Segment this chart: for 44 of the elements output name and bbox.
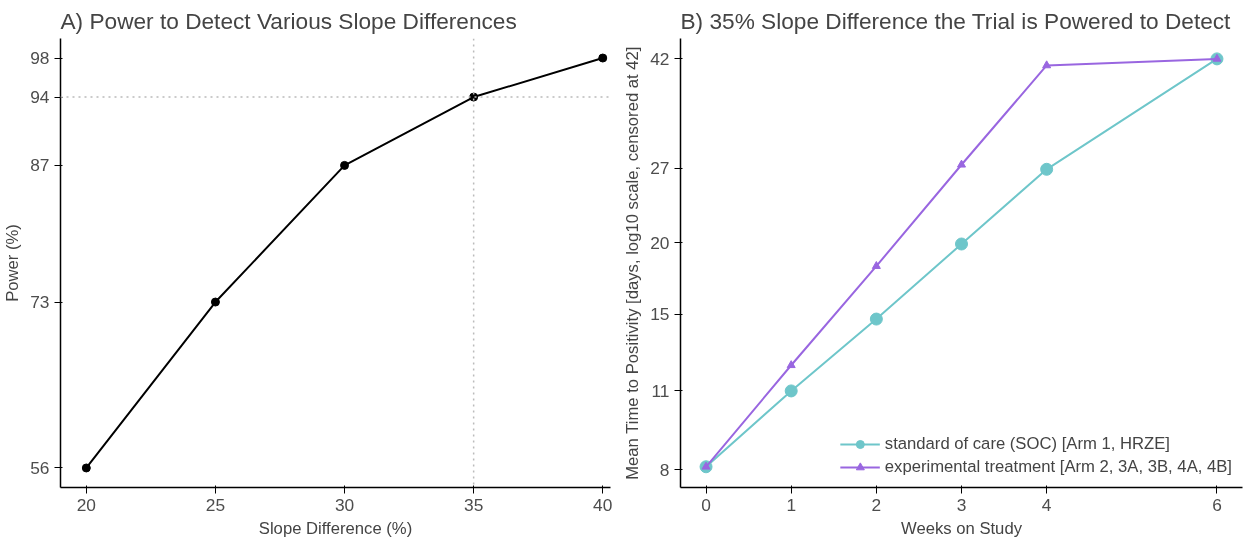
y-axis-title: Mean Time to Positivity [days, log10 scale, censored at 42]	[623, 46, 643, 480]
chart-title: B) 35% Slope Difference the Trial is Powered to Detect	[680, 7, 1232, 34]
point	[869, 312, 883, 326]
y-tick-label: 8	[659, 459, 670, 480]
legend-label: experimental treatment [Arm 2, 3A, 3B, 4A, 4B]	[884, 457, 1232, 477]
legend-label: standard of care (SOC) [Arm 1, HRZE]	[884, 434, 1170, 454]
y-axis-title: Power (%)	[3, 224, 23, 302]
y-tick-label: 20	[650, 232, 670, 253]
x-tick-label: 40	[593, 494, 613, 515]
point	[786, 360, 796, 369]
y-tick-label: 87	[30, 155, 50, 176]
x-tick-label: 35	[464, 494, 484, 515]
x-tick-label: 4	[1041, 494, 1052, 515]
x-tick-label: 1	[786, 494, 797, 515]
x-tick-label: 30	[334, 494, 355, 515]
x-tick-label: 3	[956, 494, 967, 515]
x-tick-label: 25	[205, 494, 226, 515]
point	[1042, 60, 1052, 69]
y-tick-label: 42	[650, 48, 670, 69]
point	[598, 53, 608, 63]
point	[210, 297, 220, 307]
y-tick-label: 56	[30, 457, 50, 478]
x-tick-label: 6	[1212, 494, 1222, 515]
point	[784, 384, 798, 398]
y-tick-label: 98	[30, 48, 50, 69]
point	[1040, 162, 1054, 176]
point	[701, 461, 711, 470]
y-tick-label: 73	[30, 292, 50, 313]
x-tick-label: 20	[76, 494, 96, 515]
point	[871, 261, 881, 269]
point	[340, 160, 350, 170]
point	[957, 159, 966, 168]
x-tick-label: 0	[701, 494, 711, 515]
x-axis-title: Weeks on Study	[901, 518, 1023, 538]
x-axis-title: Slope Difference (%)	[258, 518, 413, 538]
point	[955, 237, 968, 251]
point	[81, 463, 91, 473]
x-tick-label: 2	[871, 494, 882, 515]
y-tick-label: 15	[650, 304, 670, 325]
chart-title: A) Power to Detect Various Slope Differences	[60, 7, 517, 34]
y-tick-label: 27	[650, 158, 670, 179]
point	[1212, 53, 1222, 62]
y-tick-label: 11	[651, 380, 670, 401]
y-tick-label: 94	[30, 87, 50, 108]
